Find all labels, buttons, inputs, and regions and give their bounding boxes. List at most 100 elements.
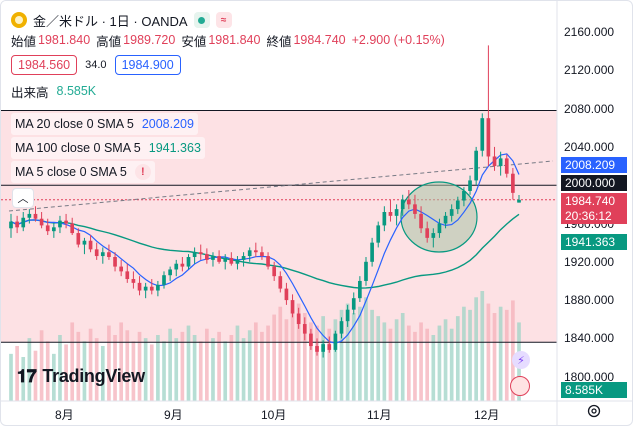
candle-body <box>339 321 344 334</box>
tradingview-logo-icon: 𝟏𝟕 <box>17 366 37 386</box>
trend-line[interactable] <box>8 160 554 212</box>
candle-body <box>266 256 270 267</box>
collapse-legend-button[interactable]: ︿ <box>12 188 34 208</box>
symbol-title[interactable]: 金／米ドル · 1日 · OANDA <box>33 13 188 29</box>
candle-body <box>425 228 430 238</box>
volume-bar <box>266 325 270 401</box>
indicator-ma5[interactable]: MA 5 close 0 SMA 5 ! <box>11 161 155 183</box>
candle-body <box>33 213 38 219</box>
indicator-label: MA 5 close 0 SMA 5 <box>15 165 127 179</box>
indicator-ma20[interactable]: MA 20 close 0 SMA 5 2008.209 <box>11 113 198 135</box>
volume-bar <box>431 335 436 401</box>
candle-body <box>223 257 228 262</box>
candle-body <box>58 220 62 228</box>
wave-icon[interactable]: ≈ <box>215 12 232 28</box>
ma100-line <box>10 213 520 289</box>
volume-bar <box>339 309 344 401</box>
volume-bar <box>260 331 264 401</box>
indicator-ma100[interactable]: MA 100 close 0 SMA 5 1941.363 <box>11 137 205 159</box>
volume-bar <box>94 338 99 401</box>
volume-value: 8.585K <box>56 84 97 98</box>
ohlc-row: 始値 1981.840 高値 1989.720 安値 1981.840 終値 1… <box>11 31 445 49</box>
candle-body <box>205 254 209 260</box>
volume-bar <box>351 313 356 401</box>
candle-body <box>113 257 117 267</box>
volume-bar <box>394 319 399 401</box>
price-tick-label: 2080.000 <box>564 101 615 116</box>
candle-body <box>119 266 124 272</box>
volume-bar <box>376 316 381 401</box>
candle-body <box>211 256 215 260</box>
candle-body <box>186 257 191 267</box>
volume-bars <box>9 291 521 401</box>
candles <box>9 45 521 358</box>
volume-bar <box>413 331 417 401</box>
candle-body <box>284 288 289 301</box>
volume-bar <box>492 313 497 401</box>
candle-body <box>406 199 411 205</box>
ma100-price-tag: 1941.363 <box>561 234 627 250</box>
volume-bar <box>82 341 87 401</box>
indicator-value: 1941.363 <box>148 141 201 155</box>
volume-bar <box>107 325 111 401</box>
volume-bar <box>88 328 93 401</box>
candle-body <box>241 256 246 260</box>
indicator-label: MA 100 close 0 SMA 5 <box>15 141 141 155</box>
candle-body <box>52 227 56 232</box>
high-label: 高値 <box>96 34 122 49</box>
volume-bar <box>52 353 56 401</box>
low-label: 安値 <box>181 34 207 49</box>
volume-bar <box>309 322 313 401</box>
price-tick-label: 2120.000 <box>564 63 615 78</box>
volume-bar <box>302 313 307 401</box>
price-tick-label: 1840.000 <box>564 331 615 346</box>
candle-body <box>370 242 374 262</box>
spread-value: 34.0 <box>85 59 107 71</box>
warning-icon[interactable]: ! <box>134 164 151 180</box>
candle-body <box>107 252 111 258</box>
tradingview-logo[interactable]: 𝟏𝟕 TradingView <box>17 366 145 387</box>
volume-bar <box>419 322 423 401</box>
candle-body <box>45 225 50 232</box>
close-label: 終値 <box>266 34 292 49</box>
volume-bar <box>113 335 117 401</box>
buy-button[interactable]: 1984.900 <box>114 55 181 75</box>
volume-bar <box>278 306 283 401</box>
candle-body <box>131 279 136 283</box>
volume-bar <box>198 341 203 401</box>
candle-body <box>462 190 466 201</box>
volume-bar <box>76 331 81 401</box>
green-dot-icon[interactable] <box>193 12 210 28</box>
volume-bar <box>333 319 338 401</box>
volume-bar <box>296 303 301 401</box>
volume-bar <box>443 319 448 401</box>
sell-button[interactable]: 1984.560 <box>11 55 78 75</box>
volume-bar <box>370 309 374 401</box>
candle-body <box>364 261 368 281</box>
volume-row: 出来高 8.585K <box>11 82 445 100</box>
volume-bar <box>45 341 50 401</box>
volume-bar <box>455 316 460 401</box>
us-flag-event-icon[interactable] <box>510 376 530 396</box>
volume-bar <box>156 335 160 401</box>
legend: 金／米ドル · 1日 · OANDA ≈ 始値 1981.840 高値 1989… <box>11 9 445 100</box>
candle-body <box>309 333 313 347</box>
volume-bar <box>247 330 252 401</box>
gear-icon[interactable] <box>586 403 602 419</box>
volume-label: 出来高 <box>11 85 49 100</box>
candle-body <box>253 250 258 253</box>
candle-body <box>192 252 197 258</box>
high-value: 1989.720 <box>123 33 176 47</box>
volume-bar <box>382 322 387 401</box>
indicator-label: MA 20 close 0 SMA 5 <box>15 117 134 131</box>
candle-body <box>180 263 185 267</box>
candle-body <box>400 199 405 210</box>
volume-bar <box>345 303 350 401</box>
volume-bar <box>217 331 221 401</box>
lightning-event-icon[interactable]: ⚡ <box>512 351 530 369</box>
open-value: 1981.840 <box>38 33 91 47</box>
level-price-tag[interactable]: 2000.000 <box>561 175 627 191</box>
volume-bar <box>327 328 332 401</box>
